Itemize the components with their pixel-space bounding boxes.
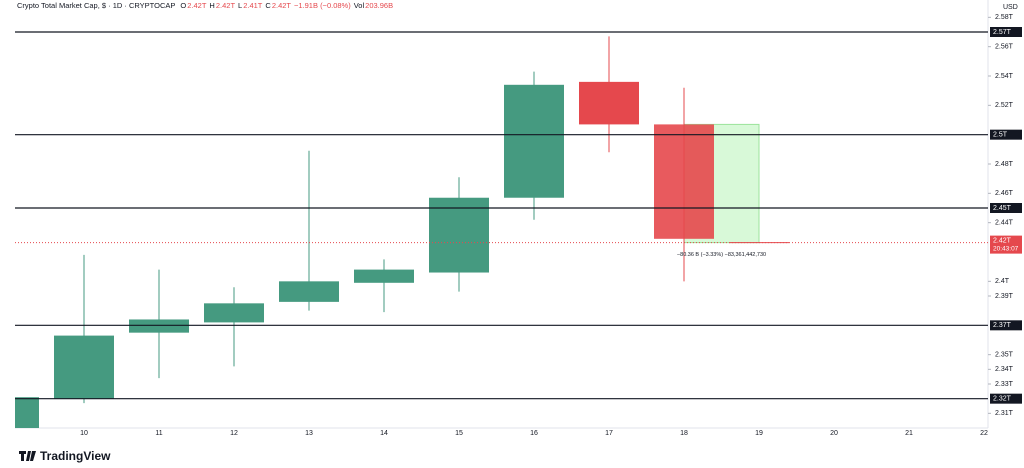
brand: TradingView xyxy=(40,449,111,463)
brand-logo xyxy=(19,451,36,461)
countdown: 20:43:07 xyxy=(993,245,1019,252)
level-label-bg xyxy=(990,203,1022,213)
header-text: Vol xyxy=(354,1,365,10)
header-text: 2.42T xyxy=(187,1,207,10)
level-label-bg xyxy=(990,320,1022,331)
header-text: −1.91B (−0.08%) xyxy=(294,1,351,10)
y-tick-label: 2.48T xyxy=(995,161,1014,168)
level-label: 2.5T xyxy=(993,132,1008,139)
level-label-bg xyxy=(990,27,1022,37)
last-price-bg xyxy=(990,235,1022,254)
candle-body xyxy=(129,319,189,333)
x-tick-label: 22 xyxy=(980,430,988,437)
candle-body xyxy=(654,124,714,239)
level-label: 2.32T xyxy=(993,396,1012,403)
x-tick-label: 12 xyxy=(230,430,238,437)
candle-body xyxy=(54,335,114,399)
x-tick-label: 10 xyxy=(80,430,88,437)
x-tick-label: 16 xyxy=(530,430,538,437)
y-tick-label: 2.34T xyxy=(995,366,1014,373)
x-tick-label: 21 xyxy=(905,430,913,437)
level-label-bg xyxy=(990,129,1022,140)
y-tick-label: 2.44T xyxy=(995,220,1014,227)
y-tick-label: 2.39T xyxy=(995,293,1014,300)
y-tick-label: 2.54T xyxy=(995,73,1014,80)
y-tick-label: 2.31T xyxy=(995,410,1014,417)
header-text: 2.41T xyxy=(243,1,263,10)
candle-body xyxy=(354,269,414,283)
y-tick-label: 2.58T xyxy=(995,14,1014,21)
currency: USD xyxy=(1003,4,1018,11)
y-tick-label: 2.35T xyxy=(995,352,1014,359)
level-label: 2.57T xyxy=(993,29,1012,36)
candle-body xyxy=(279,281,339,302)
x-tick-label: 17 xyxy=(605,430,613,437)
y-tick-label: 2.52T xyxy=(995,102,1014,109)
header-text: H xyxy=(209,1,214,10)
level-label: 2.45T xyxy=(993,205,1012,212)
y-tick-label: 2.46T xyxy=(995,190,1014,197)
header-text: C xyxy=(265,1,271,10)
y-tick-label: 2.33T xyxy=(995,381,1014,388)
level-label: 2.37T xyxy=(993,322,1012,329)
y-tick-label: 2.4T xyxy=(995,278,1010,285)
candle-body xyxy=(579,81,639,125)
header-text: L xyxy=(238,1,242,10)
candle-body xyxy=(504,84,564,198)
last-price-label: 2.42T xyxy=(993,237,1012,244)
y-tick-label: 2.56T xyxy=(995,44,1014,51)
level-label-bg xyxy=(990,393,1022,404)
x-tick-label: 19 xyxy=(755,430,763,437)
x-tick-label: 18 xyxy=(680,430,688,437)
annotation: −80.36 B (−3.33%) −83,361,442,730 xyxy=(677,252,766,258)
x-tick-label: 13 xyxy=(305,430,313,437)
x-tick-label: 20 xyxy=(830,430,838,437)
header-text: Crypto Total Market Cap, $ · 1D · CRYPTO… xyxy=(17,1,175,10)
candle-body xyxy=(204,303,264,323)
header-text: O xyxy=(180,1,186,10)
candle-body xyxy=(429,197,489,273)
x-tick-label: 14 xyxy=(380,430,388,437)
x-tick-label: 15 xyxy=(455,430,463,437)
candle-body xyxy=(15,397,39,428)
header-text: 2.42T xyxy=(216,1,236,10)
header-text: 2.42T xyxy=(272,1,292,10)
x-tick-label: 11 xyxy=(155,430,162,437)
header-text: 203.96B xyxy=(365,1,393,10)
plot-area xyxy=(15,36,789,428)
